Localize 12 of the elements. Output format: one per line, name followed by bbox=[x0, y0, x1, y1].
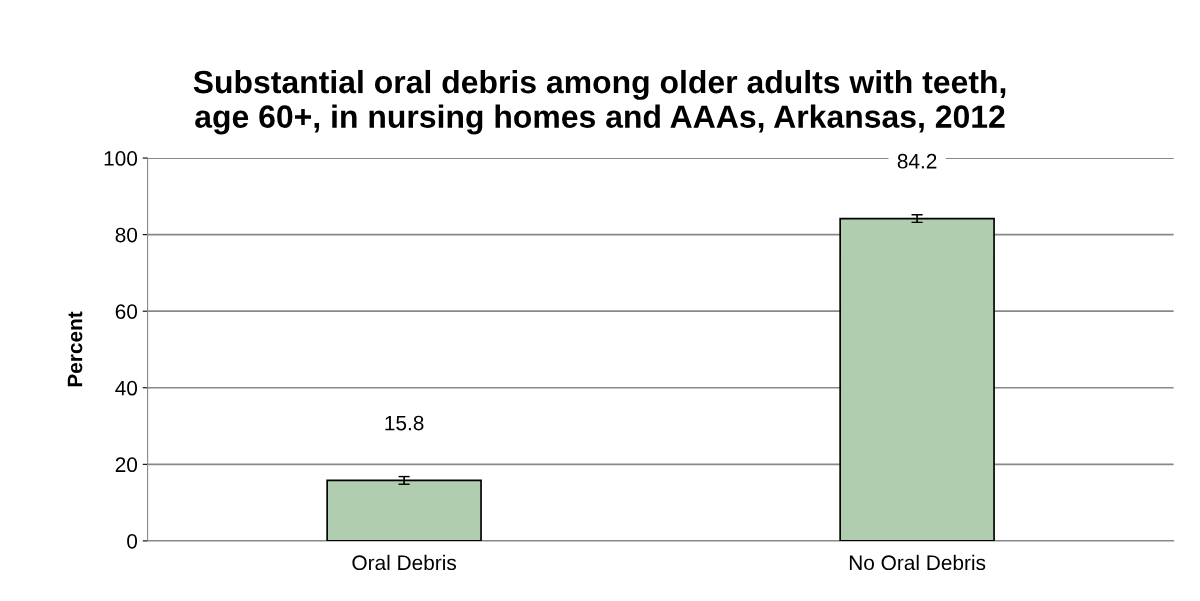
y-tick-label: 100 bbox=[104, 151, 138, 166]
data-label: 15.8 bbox=[385, 415, 424, 431]
y-tick-label: 20 bbox=[115, 457, 138, 473]
chart-title: Substantial oral debris among older adults with teeth, age 60+, in nursing homes and AAAs, Arkansas, 2012 bbox=[193, 69, 1006, 135]
y-tick-label: 0 bbox=[127, 533, 138, 549]
y-tick-label: 60 bbox=[115, 304, 138, 319]
y-tick-label: 80 bbox=[115, 227, 138, 243]
x-tick-label: No Oral Debris bbox=[849, 554, 986, 571]
y-axis-title: Percent bbox=[67, 311, 83, 387]
x-tick-label: Oral Debris bbox=[352, 554, 457, 571]
y-tick-label: 40 bbox=[115, 380, 138, 396]
data-label: 84.2 bbox=[897, 153, 937, 169]
